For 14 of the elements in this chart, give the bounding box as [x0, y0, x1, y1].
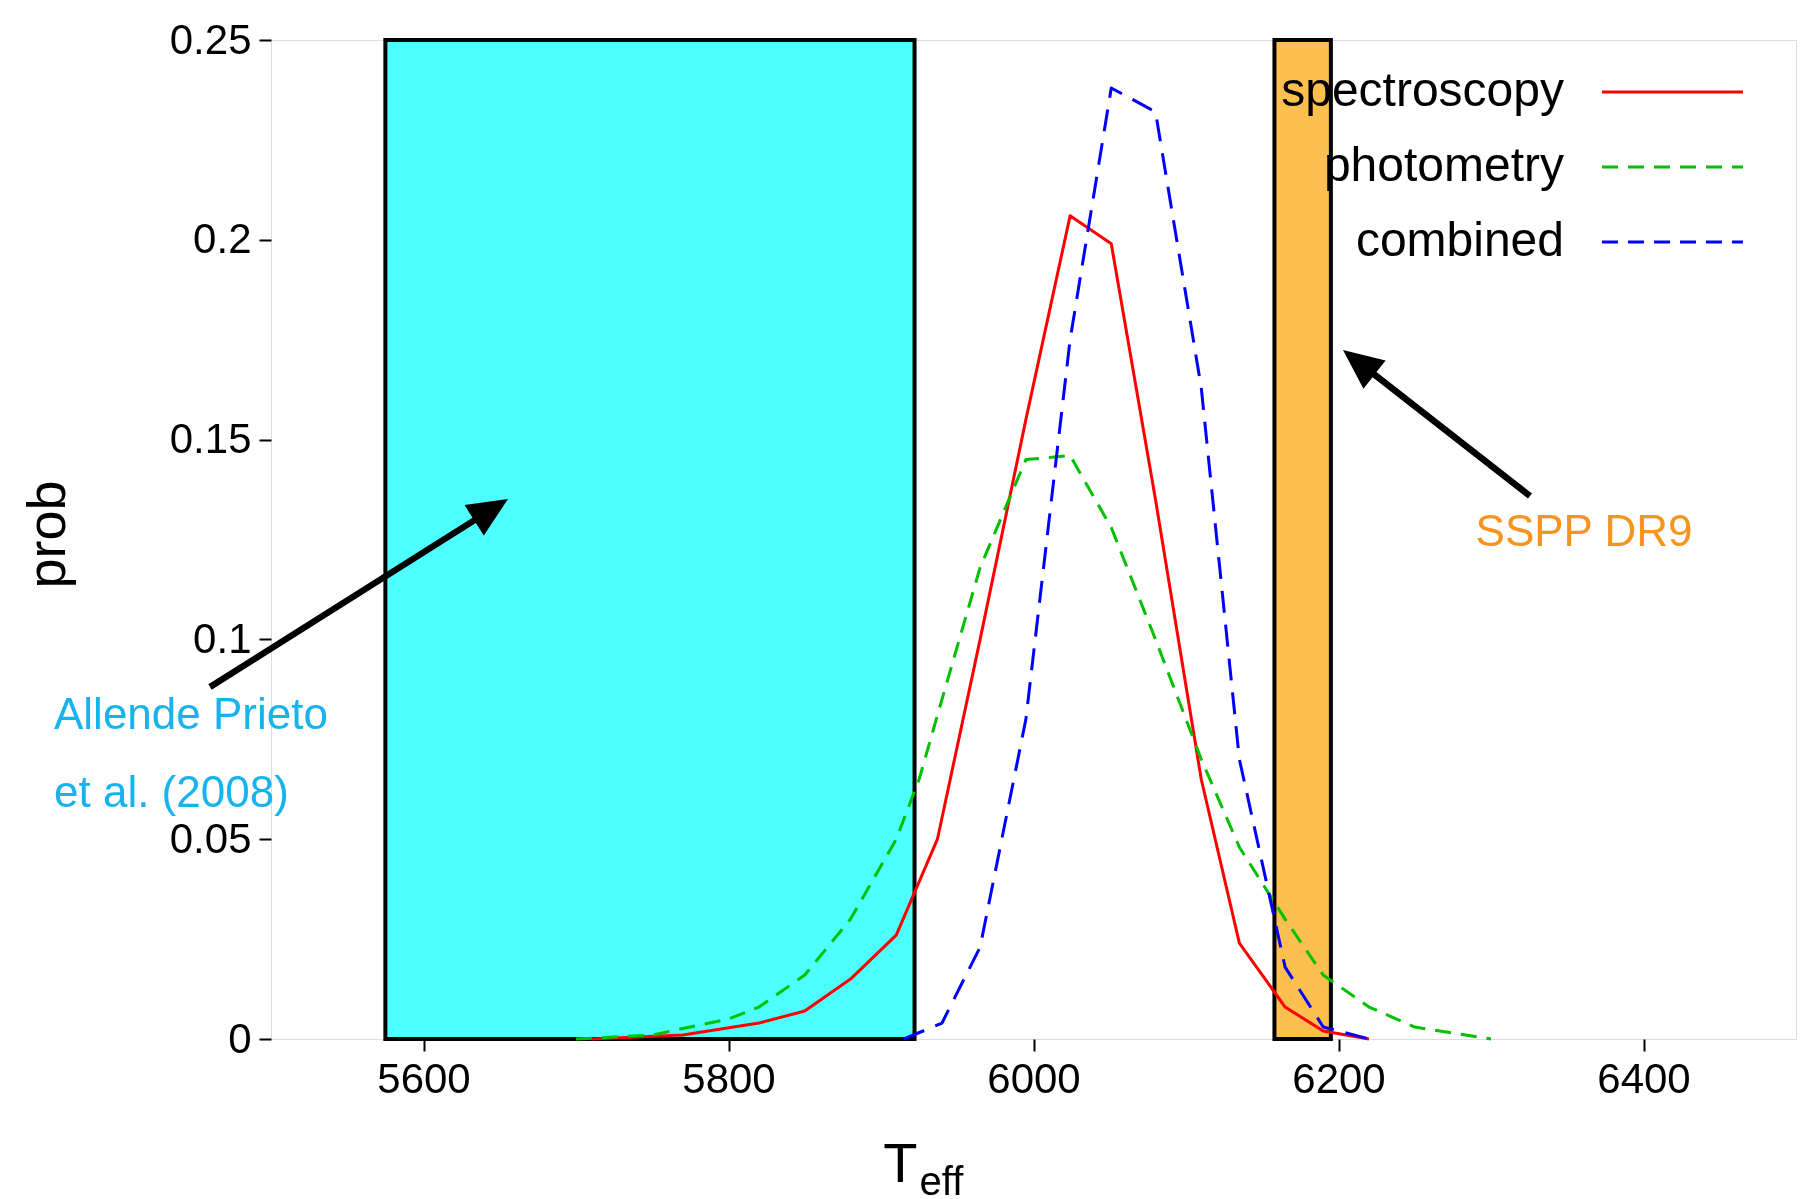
y-tick-label: 0.1	[193, 614, 252, 662]
y-axis-title: prob	[16, 480, 76, 589]
annotation: Allende Prieto et al. (2008)	[54, 689, 328, 816]
legend-label: combined	[1355, 213, 1564, 266]
x-tick-label: 6000	[987, 1054, 1081, 1102]
y-tick-label: 0.15	[169, 415, 252, 463]
annotation: SSPP DR9	[1475, 506, 1693, 555]
x-tick-label: 5600	[377, 1054, 471, 1102]
x-tick-label: 6400	[1597, 1054, 1691, 1102]
x-tick-label: 6200	[1292, 1054, 1386, 1102]
x-tick-label: 5800	[682, 1054, 776, 1102]
y-tick-label: 0.2	[193, 215, 252, 263]
y-tick-label: 0.25	[169, 15, 252, 63]
y-tick-label: 0	[228, 1014, 252, 1062]
